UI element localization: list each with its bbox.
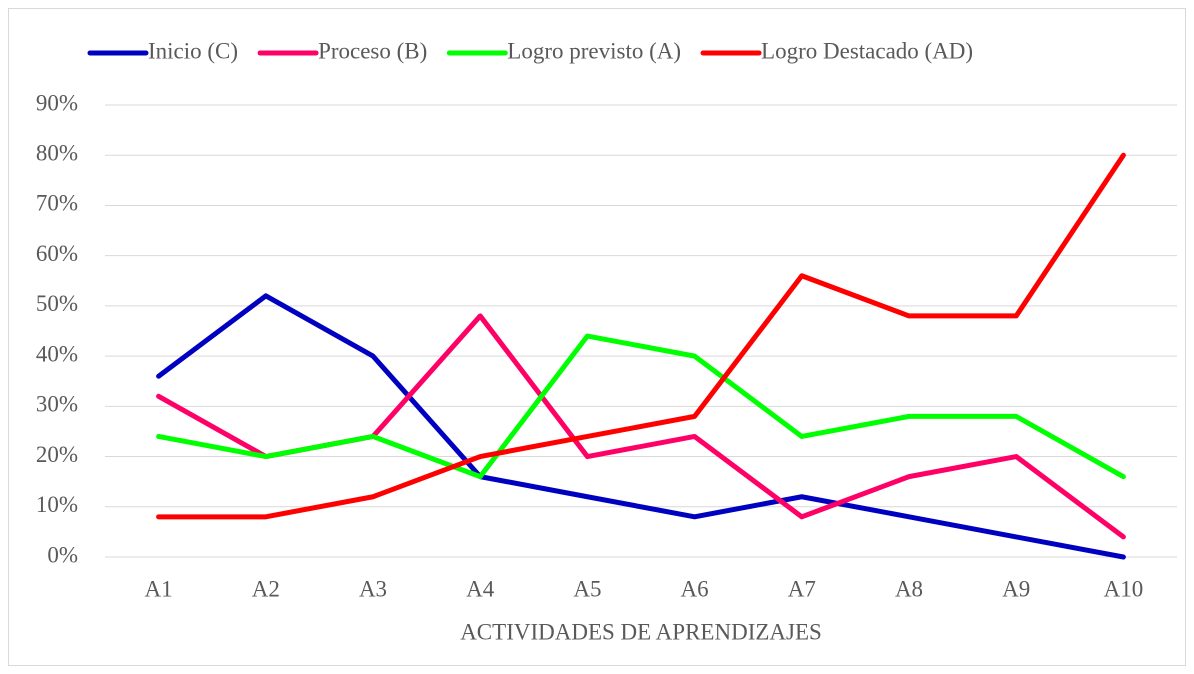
x-tick-label: A2	[252, 576, 280, 601]
legend-label: Logro Destacado (AD)	[761, 38, 973, 63]
series-line	[156, 333, 1126, 480]
x-tick-label: A9	[1002, 576, 1030, 601]
y-tick-label: 60%	[36, 241, 78, 266]
x-tick-label: A3	[359, 576, 387, 601]
y-tick-label: 10%	[36, 492, 78, 517]
series-line	[156, 152, 1126, 520]
x-tick-label: A1	[145, 576, 173, 601]
y-tick-label: 40%	[36, 341, 78, 366]
y-tick-label: 30%	[36, 392, 78, 417]
x-tick-label: A7	[788, 576, 816, 601]
y-tick-label: 0%	[47, 542, 78, 567]
y-tick-label: 70%	[36, 191, 78, 216]
y-tick-label: 50%	[36, 291, 78, 316]
x-tick-label: A10	[1104, 576, 1144, 601]
series-line	[156, 293, 1126, 560]
y-tick-label: 80%	[36, 141, 78, 166]
legend-label: Proceso (B)	[318, 38, 427, 63]
y-tick-label: 20%	[36, 442, 78, 467]
x-tick-label: A5	[573, 576, 601, 601]
x-tick-label: A8	[895, 576, 923, 601]
y-tick-label: 90%	[36, 90, 78, 115]
x-tick-label: A4	[466, 576, 495, 601]
x-axis-label: ACTIVIDADES DE APRENDIZAJES	[460, 619, 822, 644]
x-tick-label: A6	[681, 576, 709, 601]
legend-label: Logro previsto (A)	[507, 38, 681, 63]
legend-label: Inicio (C)	[148, 38, 238, 63]
